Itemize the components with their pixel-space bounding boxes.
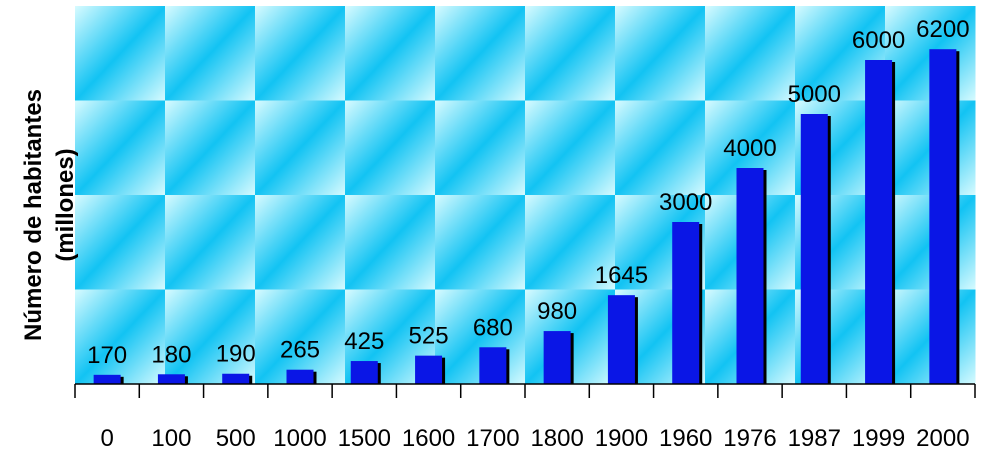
x-tick-label-0: 0 xyxy=(100,425,113,451)
data-label-1960: 3000 xyxy=(659,189,712,216)
data-label-100: 180 xyxy=(151,341,191,368)
background-tile xyxy=(435,100,526,196)
bar-1999 xyxy=(865,60,893,384)
x-tick-label-1500: 1500 xyxy=(338,425,391,451)
background-tile xyxy=(345,195,436,290)
x-axis-ticks xyxy=(74,384,976,398)
background-tile xyxy=(75,195,166,290)
background-tile xyxy=(255,100,346,196)
value-labels-group: 170 180 190 265 425 525 680 980 1645 3000 4000 5000… xyxy=(87,16,969,369)
bar-0 xyxy=(93,374,121,384)
plot-background xyxy=(75,6,976,385)
bar-1800 xyxy=(543,331,571,384)
background-tile xyxy=(75,100,166,196)
data-label-2000: 6200 xyxy=(916,16,969,43)
background-tile xyxy=(345,100,436,196)
background-tile xyxy=(525,6,616,101)
data-label-1976: 4000 xyxy=(723,135,776,162)
x-tick-label-1900: 1900 xyxy=(595,425,648,451)
data-label-1700: 680 xyxy=(473,314,513,341)
x-tick-label-1800: 1800 xyxy=(530,425,583,451)
background-tile xyxy=(525,100,616,196)
x-tick-label-1960: 1960 xyxy=(659,425,712,451)
x-axis-labels: 0 100 500 1000 1500 1600 1700 1800 1900 1960 1976 1… xyxy=(100,425,969,451)
background-tile xyxy=(705,6,796,101)
x-tick-label-100: 100 xyxy=(151,425,191,451)
y-axis-label-line1: Número de habitantes xyxy=(20,89,47,341)
data-label-1600: 525 xyxy=(409,323,449,350)
bar-1960 xyxy=(672,222,700,384)
background-tile xyxy=(345,6,436,101)
data-label-1999: 6000 xyxy=(852,27,905,54)
background-tile xyxy=(75,289,166,385)
bar-1000 xyxy=(286,369,314,384)
background-tile xyxy=(255,289,346,385)
bars-group xyxy=(93,49,960,384)
data-label-1900: 1645 xyxy=(595,262,648,289)
x-tick-label-1700: 1700 xyxy=(466,425,519,451)
background-tile xyxy=(615,6,706,101)
bar-1700 xyxy=(479,347,507,384)
bar-100 xyxy=(157,374,185,384)
bar-1900 xyxy=(607,295,635,384)
background-tile xyxy=(165,195,256,290)
x-tick-label-1600: 1600 xyxy=(402,425,455,451)
data-label-1500: 425 xyxy=(344,328,384,355)
data-label-500: 190 xyxy=(216,341,256,368)
background-tile xyxy=(525,195,616,290)
bar-2000 xyxy=(929,49,957,384)
data-label-1800: 980 xyxy=(537,298,577,325)
x-tick-label-1987: 1987 xyxy=(788,425,841,451)
x-tick-label-1976: 1976 xyxy=(723,425,776,451)
y-axis-label-line2: (millones) xyxy=(52,148,79,261)
background-tile xyxy=(615,100,706,196)
x-tick-label-2000: 2000 xyxy=(916,425,969,451)
data-label-1987: 5000 xyxy=(788,81,841,108)
bar-1976 xyxy=(736,168,764,384)
background-tile xyxy=(435,195,526,290)
bar-1500 xyxy=(350,361,378,384)
background-tile xyxy=(75,6,166,101)
background-tile xyxy=(165,289,256,385)
background-tile xyxy=(165,6,256,101)
bar-1600 xyxy=(415,355,443,384)
bar-500 xyxy=(222,373,250,384)
bar-1987 xyxy=(800,114,828,384)
background-tile xyxy=(435,6,526,101)
x-tick-label-500: 500 xyxy=(216,425,256,451)
background-tile xyxy=(165,100,256,196)
x-tick-label-1000: 1000 xyxy=(273,425,326,451)
background-tile xyxy=(255,195,346,290)
background-tile xyxy=(255,6,346,101)
data-label-1000: 265 xyxy=(280,337,320,364)
data-label-0: 170 xyxy=(87,342,127,369)
x-tick-label-1999: 1999 xyxy=(852,425,905,451)
